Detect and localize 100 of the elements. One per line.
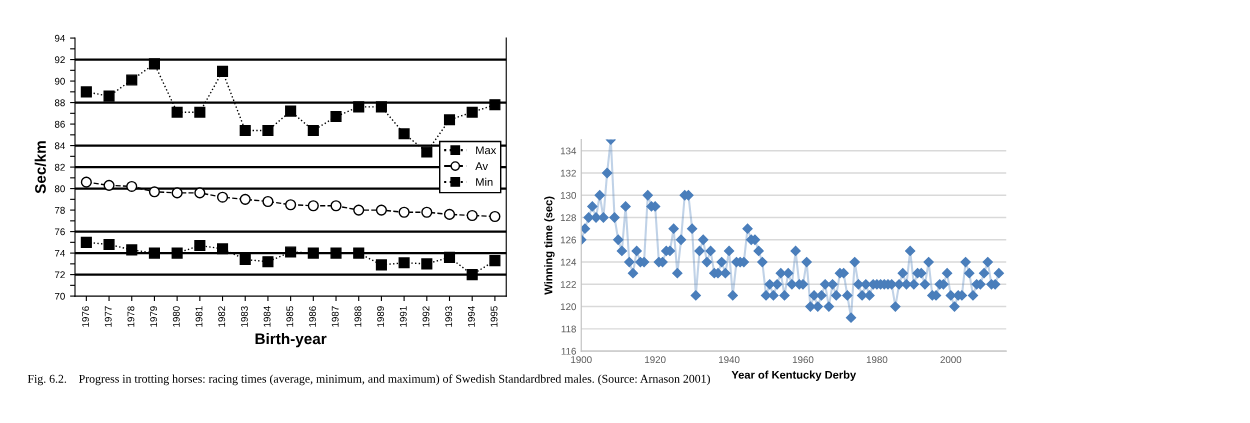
point <box>398 206 410 218</box>
x-tick-label: 1900 <box>571 356 592 364</box>
x-tick-label: 1987 <box>331 306 339 327</box>
x-tick-label: 1995 <box>490 306 498 327</box>
point <box>489 99 501 111</box>
point <box>466 209 478 222</box>
y-tick-label: 94 <box>54 34 65 42</box>
x-tick-label: 1985 <box>286 306 294 327</box>
point <box>262 256 274 268</box>
x-tick-label: 1992 <box>422 306 430 327</box>
point <box>103 90 115 102</box>
point <box>103 179 115 191</box>
x-tick-label: 1993 <box>445 306 453 327</box>
y-tick-label: 122 <box>560 281 576 288</box>
x-tick-label: 1960 <box>792 356 814 364</box>
x-tick-label: 1991 <box>399 306 407 327</box>
point <box>285 199 297 211</box>
y-axis-title: Sec/km <box>34 141 47 194</box>
point <box>421 258 433 270</box>
point <box>375 204 387 216</box>
point <box>375 101 387 113</box>
y-tick-label: 72 <box>54 271 65 279</box>
point <box>126 74 138 86</box>
point <box>171 187 183 199</box>
y-tick-label: 76 <box>54 228 65 236</box>
point <box>148 58 160 70</box>
x-tick-label: 1920 <box>645 356 666 364</box>
point <box>239 253 251 266</box>
point <box>466 269 478 281</box>
point <box>353 247 365 259</box>
point <box>307 247 319 259</box>
y-tick-label: 134 <box>560 147 577 155</box>
x-tick-label: 1979 <box>150 306 158 327</box>
y-tick-label: 82 <box>54 163 65 171</box>
point <box>443 114 456 126</box>
x-tick-label: 1977 <box>104 306 112 327</box>
point <box>194 240 206 252</box>
x-tick-label: 2000 <box>940 356 962 364</box>
point <box>466 106 478 118</box>
y-tick-label: 88 <box>54 99 65 107</box>
point <box>126 180 138 192</box>
legend-label: Min <box>476 177 493 186</box>
point <box>307 124 319 137</box>
y-axis-title: Winning time (sec) <box>544 196 555 295</box>
x-tick-label: 1982 <box>218 306 226 327</box>
point <box>80 176 92 188</box>
point <box>285 105 297 117</box>
point <box>398 128 410 140</box>
point <box>330 247 342 259</box>
point <box>398 257 410 269</box>
y-tick-label: 124 <box>560 258 577 266</box>
y-tick-label: 130 <box>560 191 577 199</box>
point <box>216 243 229 255</box>
x-tick-label: 1984 <box>263 306 271 327</box>
point <box>216 65 229 77</box>
x-axis-title: Year of Kentucky Derby <box>731 370 857 381</box>
x-tick-label: 1983 <box>240 306 248 327</box>
y-tick-label: 118 <box>561 325 576 333</box>
x-tick-label: 1989 <box>377 306 385 327</box>
point <box>148 247 160 259</box>
point <box>421 146 433 158</box>
legend-label: Max <box>476 146 497 155</box>
point <box>216 191 229 203</box>
point <box>126 244 138 256</box>
point <box>171 247 183 259</box>
point <box>194 187 206 199</box>
x-axis-title: Birth-year <box>255 333 327 348</box>
y-tick-label: 116 <box>561 347 576 355</box>
point <box>103 238 115 251</box>
y-tick-label: 92 <box>54 56 65 64</box>
point <box>80 86 92 98</box>
y-tick-label: 84 <box>54 142 65 150</box>
y-tick-label: 90 <box>54 77 65 85</box>
point <box>330 200 342 212</box>
point <box>489 255 501 267</box>
point <box>239 124 251 137</box>
point <box>443 251 456 263</box>
point <box>239 193 251 205</box>
y-tick-label: 70 <box>54 292 65 300</box>
x-tick-label: 1980 <box>866 356 888 364</box>
y-tick-label: 78 <box>54 206 65 214</box>
point <box>307 200 319 212</box>
point <box>171 106 183 118</box>
x-tick-label: 1978 <box>127 306 135 327</box>
x-tick-label: 1980 <box>172 306 180 327</box>
legend-label: Av <box>475 162 488 170</box>
y-tick-label: 120 <box>560 303 577 311</box>
y-tick-label: 128 <box>560 214 576 222</box>
x-tick-label: 1986 <box>309 306 316 327</box>
x-tick-label: 1981 <box>195 306 203 327</box>
point <box>262 124 274 137</box>
point <box>285 246 297 258</box>
point <box>80 236 92 248</box>
y-tick-label: 80 <box>54 185 65 193</box>
point <box>262 195 274 208</box>
x-tick-label: 1994 <box>467 306 475 327</box>
caption: Fig. 6.2. Progress in trotting horses: racing times (average, minimum, and maximum) of Swedish Standardbred males. (Source: Arnason 2001) <box>27 374 710 386</box>
point <box>421 206 433 218</box>
x-tick-label: 1988 <box>354 306 362 327</box>
point <box>443 208 456 220</box>
